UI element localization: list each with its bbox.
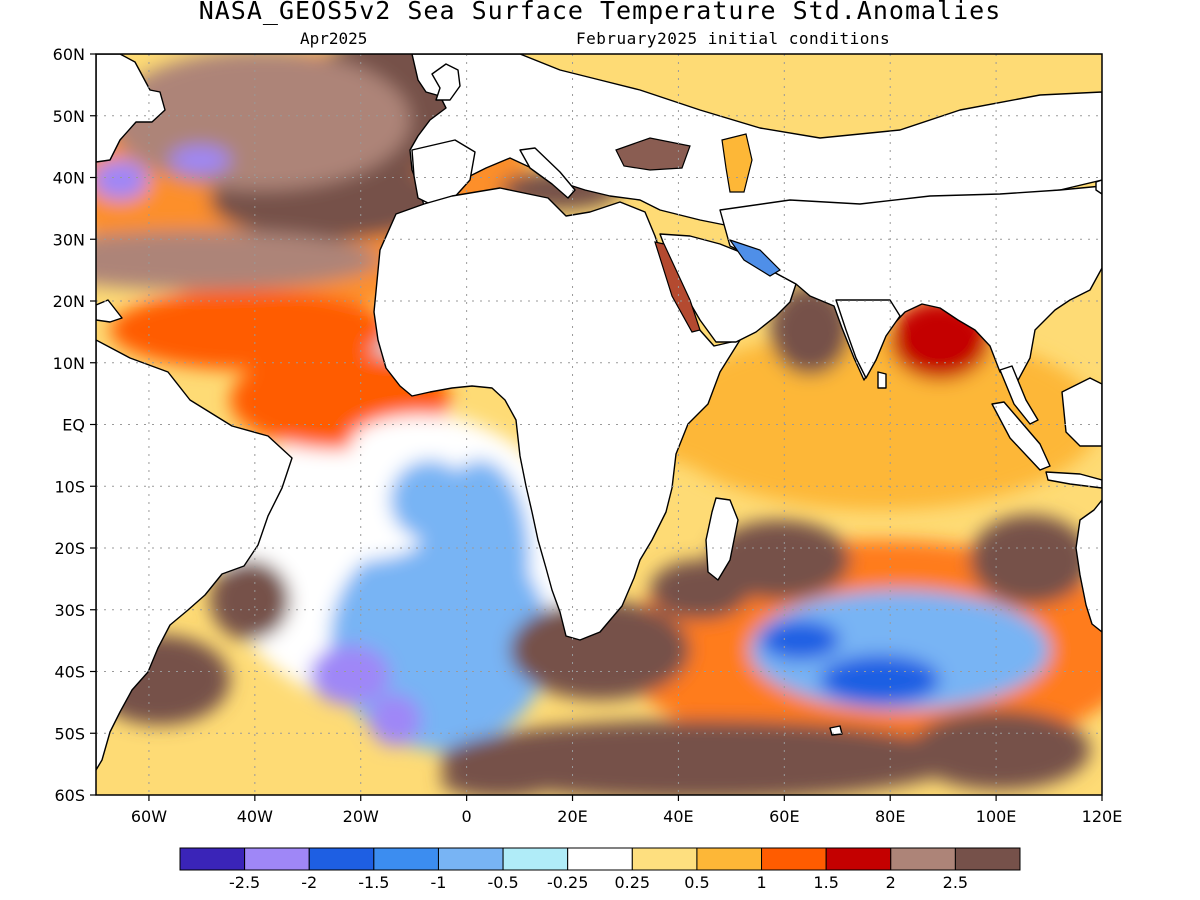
forecast-month: Apr2025 (300, 29, 368, 48)
lon-tick-label: 60W (131, 807, 167, 826)
colorbar-swatch (567, 847, 633, 871)
colorbar-swatch (954, 847, 1021, 871)
colorbar-label: 0.25 (614, 873, 650, 892)
land-east-asia-edge (1095, 179, 1102, 195)
land-java (1045, 471, 1102, 489)
colorbar-swatch (308, 847, 375, 871)
red-sea (654, 241, 701, 333)
colorbar-label: 0.5 (684, 873, 709, 892)
land-italy (519, 147, 576, 199)
lon-tick-label: 40W (237, 807, 273, 826)
lon-tick-label: 40E (663, 807, 693, 826)
lat-tick-label: 40S (54, 663, 85, 682)
lat-tick-label: 30S (54, 601, 85, 620)
anomaly-region-6-0 (310, 645, 390, 705)
lon-tick-label: 20W (343, 807, 379, 826)
anomaly-region-8-0 (770, 285, 850, 375)
anomaly-region-10-0 (660, 420, 1060, 480)
anomaly-region-5-1 (390, 460, 470, 540)
colorbar-label: 2.5 (943, 873, 968, 892)
land-australia (1075, 499, 1102, 633)
anomaly-region-13-0 (510, 600, 690, 700)
colorbar-label: 2 (886, 873, 896, 892)
latitude-axis: 60N 50N 40N 30N 20N 10N EQ 10S 20S 30S 40S 50S 60S (53, 45, 96, 805)
colorbar-swatch (502, 847, 569, 871)
map-title: NASA_GEOS5v2 Sea Surface Temperature Std… (198, 0, 1002, 25)
anomaly-region-1-1 (96, 230, 380, 290)
graticule (96, 54, 1102, 795)
lon-tick-label: 20E (557, 807, 587, 826)
land-britain (431, 63, 461, 101)
colorbar-label: -1 (430, 873, 446, 892)
lat-tick-label: 60S (54, 786, 85, 805)
anomaly-region-7-1 (210, 560, 290, 640)
anomaly-region-2-0 (96, 160, 148, 200)
anomaly-region-12-0 (820, 655, 940, 705)
land-sri-lanka (877, 371, 887, 389)
lon-tick-label: 120E (1082, 807, 1123, 826)
colorbar-label: 1 (756, 873, 766, 892)
colorbar-swatch (437, 847, 504, 871)
lon-tick-label: 100E (976, 807, 1017, 826)
land-south-america (96, 339, 293, 771)
colorbar-swatch (890, 847, 956, 871)
inland-seas (615, 133, 781, 333)
anomaly-region-11-2 (650, 560, 750, 620)
land-india (835, 299, 901, 379)
colorbar-swatch (373, 847, 439, 871)
land-asia (719, 185, 1102, 385)
black-sea (615, 137, 691, 171)
colorbar-label: -0.5 (487, 873, 518, 892)
lat-tick-label: 20S (54, 539, 85, 558)
anomaly-region-14-2 (440, 762, 560, 795)
lat-tick-label: 50N (53, 107, 85, 126)
anomaly-region-11-1 (970, 515, 1090, 605)
lat-tick-label: 20N (53, 292, 85, 311)
colorbar-swatch (631, 847, 698, 871)
colorbar: -2.5 -2 -1.5 -1 -0.5 -0.25 0.25 0.5 1 1.5 2 2.5 (179, 847, 1021, 892)
plot-area (96, 54, 1102, 795)
lat-tick-label: 10S (54, 477, 85, 496)
anomaly-region-3-0 (110, 290, 390, 370)
land-borneo (1061, 377, 1102, 447)
longitude-axis: 60W 40W 20W 0 20E 40E 60E 80E 100E 120E (131, 795, 1122, 826)
colorbar-swatch (244, 847, 310, 871)
land-sumatra (991, 401, 1051, 471)
lat-tick-label: 40N (53, 169, 85, 188)
anomaly-region-14-0 (440, 720, 960, 795)
colorbar-label: -0.25 (547, 873, 588, 892)
lon-tick-label: 80E (875, 807, 905, 826)
colorbar-swatch (825, 847, 892, 871)
persian-gulf (728, 238, 781, 277)
anomaly-region-4-1 (260, 518, 420, 562)
lon-tick-label: 60E (769, 807, 799, 826)
colorbar-swatch (761, 847, 827, 871)
colorbar-label: -2.5 (229, 873, 260, 892)
colorbar-swatch (696, 847, 763, 871)
anomaly-region-6-1 (369, 694, 421, 746)
lat-tick-label: 50S (54, 724, 85, 743)
lat-tick-label: 30N (53, 230, 85, 249)
land-europe (409, 54, 1102, 233)
land-north-america (96, 54, 166, 163)
initial-conditions: February2025 initial conditions (576, 29, 891, 48)
anomaly-region-14-1 (910, 710, 1090, 790)
colorbar-label: -2 (301, 873, 317, 892)
land-malaya (999, 365, 1039, 425)
colorbar-swatch (179, 847, 246, 871)
lat-tick-label: EQ (62, 416, 85, 435)
lat-tick-label: 60N (53, 45, 85, 64)
anomaly-region-12-1 (760, 620, 840, 660)
colorbar-label: -1.5 (358, 873, 389, 892)
colorbar-label: 1.5 (813, 873, 838, 892)
lat-tick-label: 10N (53, 354, 85, 373)
lon-tick-label: 0 (462, 807, 472, 826)
anomaly-region-2-1 (170, 146, 230, 174)
land-madagascar (705, 497, 739, 581)
anomaly-region-4-0 (350, 415, 490, 475)
